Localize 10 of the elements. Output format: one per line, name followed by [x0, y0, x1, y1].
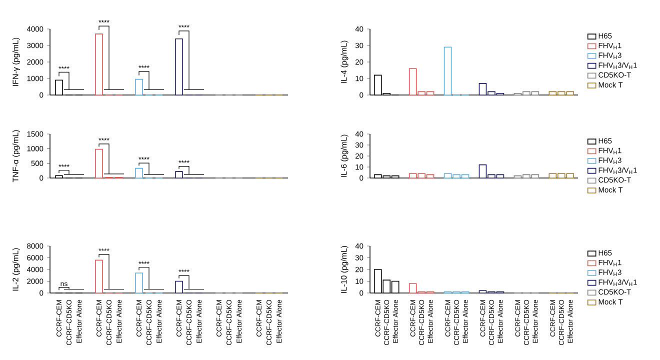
- y-axis-title: IL-2 (pg/mL): [12, 248, 20, 291]
- bar: [95, 34, 103, 96]
- y-axis-title: IL-6 (pg/mL): [340, 134, 348, 178]
- y-axis-title: TNF-α (pg/mL): [12, 130, 20, 182]
- y-axis-title: IL-4 (pg/mL): [340, 40, 348, 84]
- bar: [175, 38, 183, 96]
- y-axis-title: IFN-γ (pg/mL): [12, 38, 20, 86]
- y-axis-title: IL-10 (pg/mL): [340, 246, 348, 293]
- bar: [135, 78, 143, 96]
- bar: [95, 148, 103, 178]
